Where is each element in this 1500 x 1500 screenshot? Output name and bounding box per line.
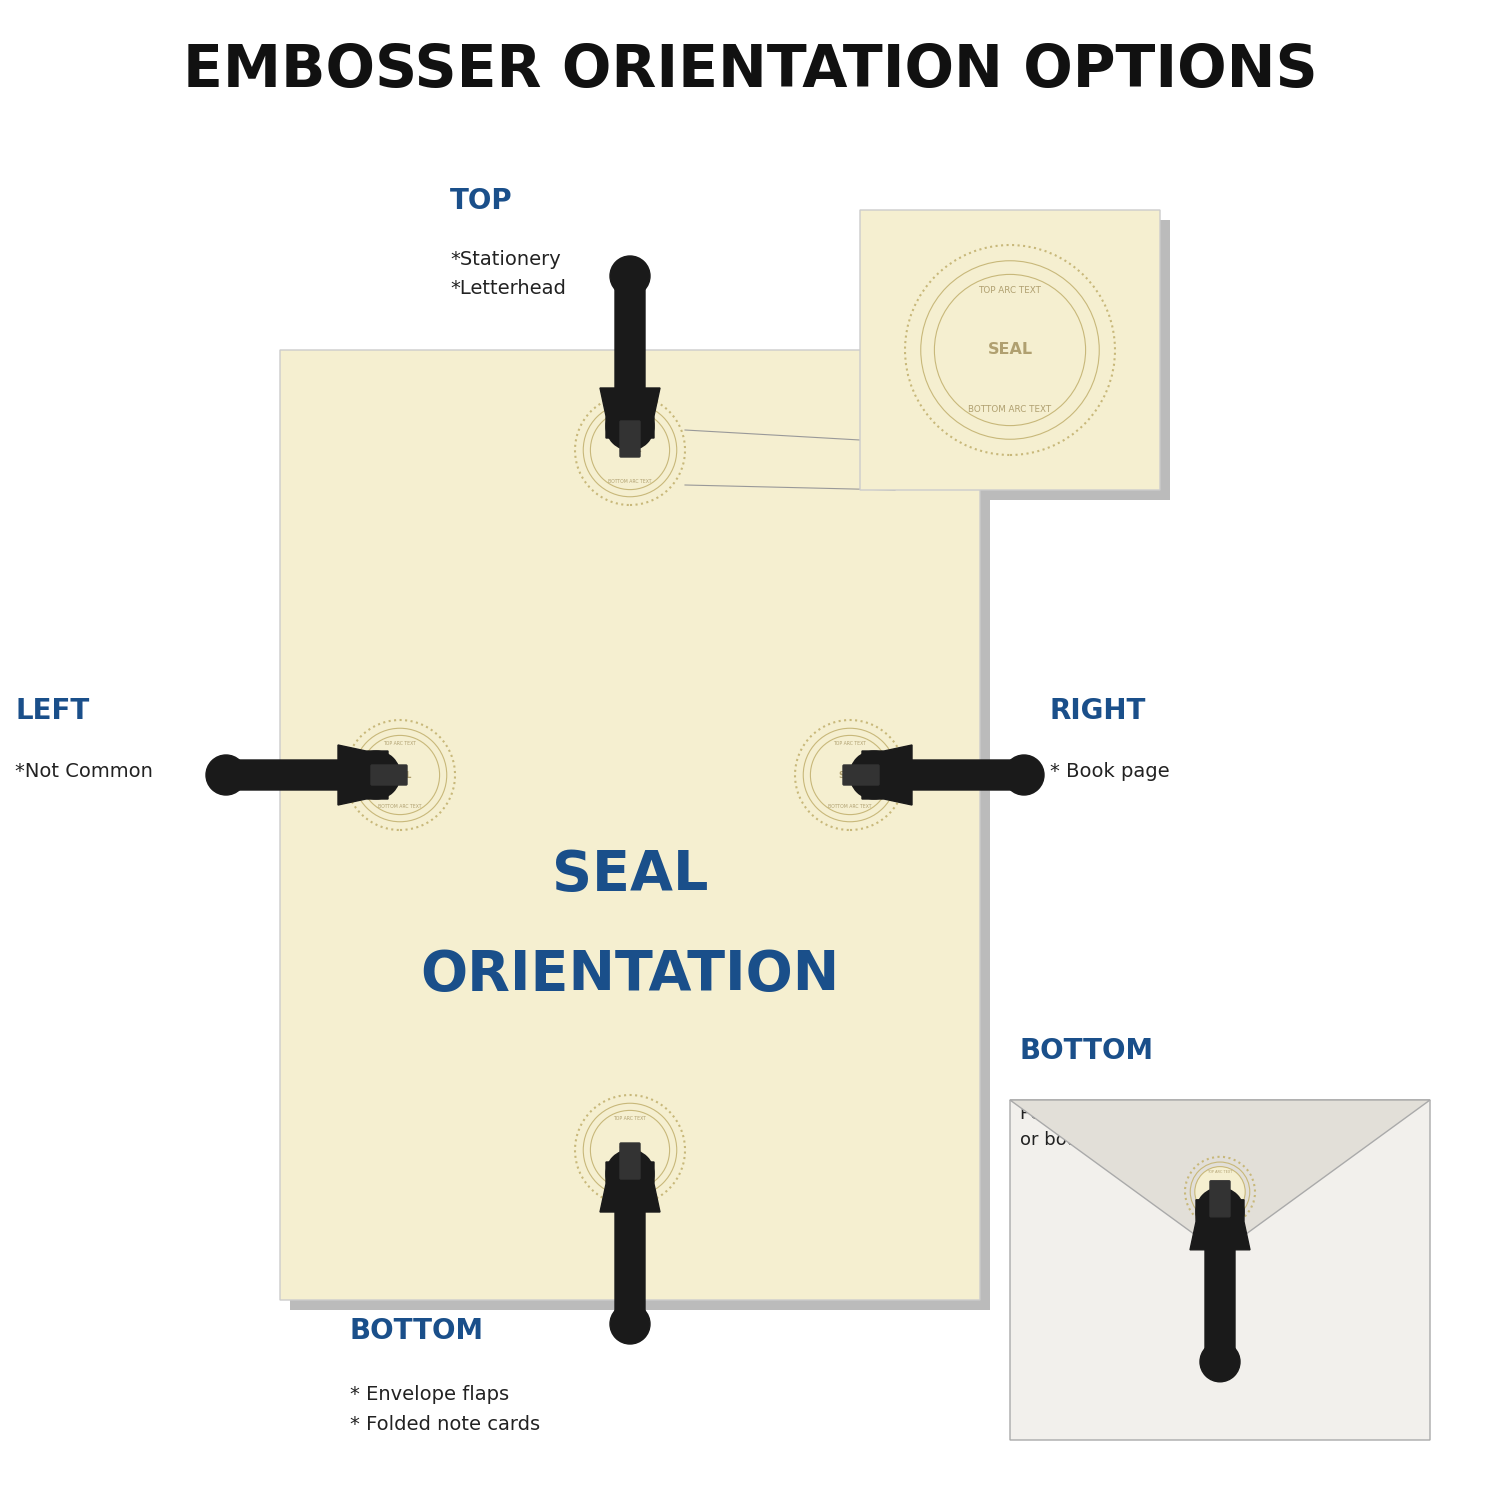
Text: Perfect for envelope flaps
or bottom of page seals: Perfect for envelope flaps or bottom of …: [1020, 1106, 1251, 1149]
Text: BOTTOM ARC TEXT: BOTTOM ARC TEXT: [609, 478, 651, 484]
Circle shape: [352, 752, 401, 800]
FancyBboxPatch shape: [870, 220, 1170, 500]
Text: BOTTOM ARC TEXT: BOTTOM ARC TEXT: [1203, 1209, 1236, 1214]
Text: SEAL: SEAL: [388, 771, 411, 780]
Text: TOP ARC TEXT: TOP ARC TEXT: [1208, 1170, 1233, 1174]
Polygon shape: [600, 1162, 660, 1212]
FancyBboxPatch shape: [224, 760, 344, 790]
FancyBboxPatch shape: [620, 1143, 640, 1179]
Text: RIGHT: RIGHT: [1050, 698, 1146, 724]
FancyBboxPatch shape: [620, 422, 640, 458]
Polygon shape: [1010, 1100, 1430, 1252]
Text: BOTTOM: BOTTOM: [1020, 1036, 1154, 1065]
Text: LEFT: LEFT: [15, 698, 90, 724]
Text: SEAL: SEAL: [552, 847, 708, 901]
Circle shape: [360, 735, 440, 815]
FancyBboxPatch shape: [908, 760, 1026, 790]
FancyBboxPatch shape: [843, 765, 879, 784]
FancyBboxPatch shape: [615, 274, 645, 393]
Polygon shape: [1190, 1200, 1250, 1249]
FancyBboxPatch shape: [859, 210, 1160, 490]
Text: * Book page: * Book page: [1050, 762, 1170, 782]
Text: SEAL: SEAL: [618, 446, 642, 454]
Circle shape: [606, 1150, 654, 1198]
Circle shape: [606, 402, 654, 450]
Text: SEAL: SEAL: [839, 771, 861, 780]
Text: TOP: TOP: [450, 188, 513, 214]
Text: EMBOSSER ORIENTATION OPTIONS: EMBOSSER ORIENTATION OPTIONS: [183, 42, 1317, 99]
FancyBboxPatch shape: [1010, 1100, 1430, 1440]
Text: BOTTOM ARC TEXT: BOTTOM ARC TEXT: [969, 405, 1052, 414]
Circle shape: [1196, 1167, 1245, 1216]
Circle shape: [610, 256, 650, 296]
Text: TOP ARC TEXT: TOP ARC TEXT: [834, 741, 867, 746]
Text: TOP ARC TEXT: TOP ARC TEXT: [384, 741, 417, 746]
Circle shape: [591, 1110, 669, 1190]
Circle shape: [1200, 1342, 1240, 1382]
Circle shape: [850, 752, 898, 800]
Text: TOP ARC TEXT: TOP ARC TEXT: [614, 1116, 646, 1120]
Text: *Stationery
*Letterhead: *Stationery *Letterhead: [450, 251, 566, 298]
Text: BOTTOM: BOTTOM: [350, 1317, 484, 1346]
Text: BOTTOM ARC TEXT: BOTTOM ARC TEXT: [378, 804, 422, 808]
FancyBboxPatch shape: [615, 1208, 645, 1326]
Circle shape: [591, 411, 669, 489]
FancyBboxPatch shape: [280, 350, 980, 1300]
Text: * Envelope flaps
* Folded note cards: * Envelope flaps * Folded note cards: [350, 1384, 540, 1434]
Text: TOP ARC TEXT: TOP ARC TEXT: [614, 416, 646, 422]
Text: *Not Common: *Not Common: [15, 762, 153, 782]
Text: BOTTOM ARC TEXT: BOTTOM ARC TEXT: [828, 804, 872, 808]
Polygon shape: [338, 746, 388, 806]
Text: SEAL: SEAL: [987, 342, 1032, 357]
Circle shape: [610, 1304, 650, 1344]
Circle shape: [1004, 754, 1044, 795]
FancyBboxPatch shape: [370, 765, 406, 784]
Text: SEAL: SEAL: [618, 1146, 642, 1155]
FancyBboxPatch shape: [290, 360, 990, 1310]
Circle shape: [206, 754, 246, 795]
Circle shape: [934, 274, 1086, 426]
FancyBboxPatch shape: [1204, 1245, 1234, 1364]
FancyBboxPatch shape: [1210, 1180, 1230, 1216]
Text: TOP ARC TEXT: TOP ARC TEXT: [978, 285, 1041, 294]
Circle shape: [1196, 1188, 1243, 1236]
Circle shape: [810, 735, 889, 815]
Polygon shape: [862, 746, 912, 806]
Text: BOTTOM ARC TEXT: BOTTOM ARC TEXT: [609, 1179, 651, 1184]
Polygon shape: [600, 388, 660, 438]
Text: SEAL: SEAL: [1212, 1190, 1227, 1194]
Text: ORIENTATION: ORIENTATION: [420, 948, 840, 1002]
